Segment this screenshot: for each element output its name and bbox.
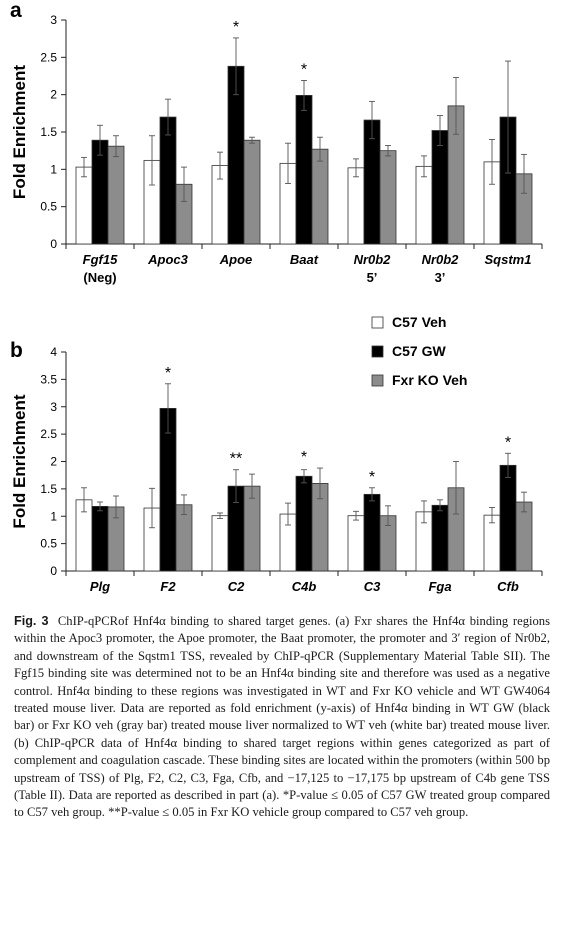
- legend-label: C57 Veh: [392, 314, 446, 330]
- significance-mark: *: [301, 61, 307, 78]
- category-label: Baat: [290, 252, 319, 267]
- panel-letter: a: [10, 0, 22, 22]
- chart-a: a Fold Enrichment 0 0.5 1 1.5 2 2.5 3 Fgf15 (Neg) A…: [10, 0, 543, 285]
- significance-mark: *: [301, 449, 307, 466]
- significance-mark: *: [165, 365, 171, 382]
- y-tick-label: 4: [50, 345, 57, 359]
- category-label: Apoe: [219, 252, 253, 267]
- legend-label: Fxr KO Veh: [392, 372, 467, 388]
- y-tick-label: 1: [50, 162, 57, 176]
- category-label: Nr0b2: [422, 252, 460, 267]
- y-tick-label: 2.5: [40, 427, 57, 441]
- bar: [75, 166, 93, 245]
- legend-swatch: [371, 345, 384, 358]
- y-tick-label: 0: [50, 564, 57, 578]
- bar: [499, 464, 517, 572]
- y-axis-label: Fold Enrichment: [10, 394, 29, 528]
- category-sublabel: 5’: [367, 270, 378, 285]
- category-label: Apoc3: [147, 252, 189, 267]
- y-tick-label: 2.5: [40, 50, 57, 64]
- bar: [295, 95, 313, 245]
- bar: [243, 485, 261, 572]
- bar: [379, 150, 397, 245]
- category-label: C2: [228, 579, 245, 594]
- bar: [159, 116, 177, 245]
- category-label: C4b: [292, 579, 317, 594]
- bar: [431, 130, 449, 245]
- bar: [363, 493, 381, 572]
- panel-letter: b: [10, 339, 23, 362]
- y-tick-label: 0.5: [40, 200, 57, 214]
- y-tick-label: 1.5: [40, 125, 57, 139]
- bar: [107, 145, 125, 245]
- y-tick-label: 1: [50, 509, 57, 523]
- category-label: Fgf15: [83, 252, 118, 267]
- bar: [91, 505, 109, 572]
- category-label: Fga: [428, 579, 451, 594]
- category-label: Nr0b2: [354, 252, 392, 267]
- bar: [295, 475, 313, 572]
- y-tick-label: 0.5: [40, 537, 57, 551]
- category-label: F2: [160, 579, 176, 594]
- bar: [211, 515, 229, 572]
- y-tick-label: 0: [50, 237, 57, 251]
- significance-mark: *: [233, 19, 239, 36]
- significance-mark: **: [230, 451, 242, 468]
- bar: [243, 139, 261, 245]
- bar: [347, 515, 365, 572]
- category-sublabel: 3’: [435, 270, 446, 285]
- y-tick-label: 3: [50, 13, 57, 27]
- legend-swatch: [371, 374, 384, 387]
- y-tick-label: 2: [50, 88, 57, 102]
- bar: [415, 165, 433, 245]
- bar: [431, 504, 449, 572]
- category-sublabel: (Neg): [83, 270, 116, 285]
- legend-label: C57 GW: [392, 343, 446, 359]
- category-label: Sqstm1: [485, 252, 532, 267]
- category-label: C3: [364, 579, 381, 594]
- category-label: Cfb: [497, 579, 519, 594]
- figure-label: Fig. 3: [14, 614, 49, 628]
- y-tick-label: 3: [50, 400, 57, 414]
- figure-caption: Fig. 3 ChIP-qPCRof Hnf4α binding to shar…: [14, 613, 550, 822]
- bar: [311, 148, 329, 245]
- bar: [515, 501, 533, 572]
- y-axis-label: Fold Enrichment: [10, 65, 29, 199]
- chart-b: b Fold Enrichment 0 0.5 1 1.5 2 2.5 3 3.5 4 Plg * F2 *…: [10, 314, 543, 594]
- bar: [91, 139, 109, 245]
- y-tick-label: 3.5: [40, 372, 57, 386]
- category-label: Plg: [90, 579, 110, 594]
- legend-swatch: [371, 316, 384, 329]
- significance-mark: *: [369, 469, 375, 486]
- bar: [347, 167, 365, 245]
- caption-text: ChIP-qPCRof Hnf4α binding to shared targ…: [14, 614, 551, 820]
- y-tick-label: 1.5: [40, 482, 57, 496]
- significance-mark: *: [505, 434, 511, 451]
- y-tick-label: 2: [50, 455, 57, 469]
- bar: [483, 514, 501, 572]
